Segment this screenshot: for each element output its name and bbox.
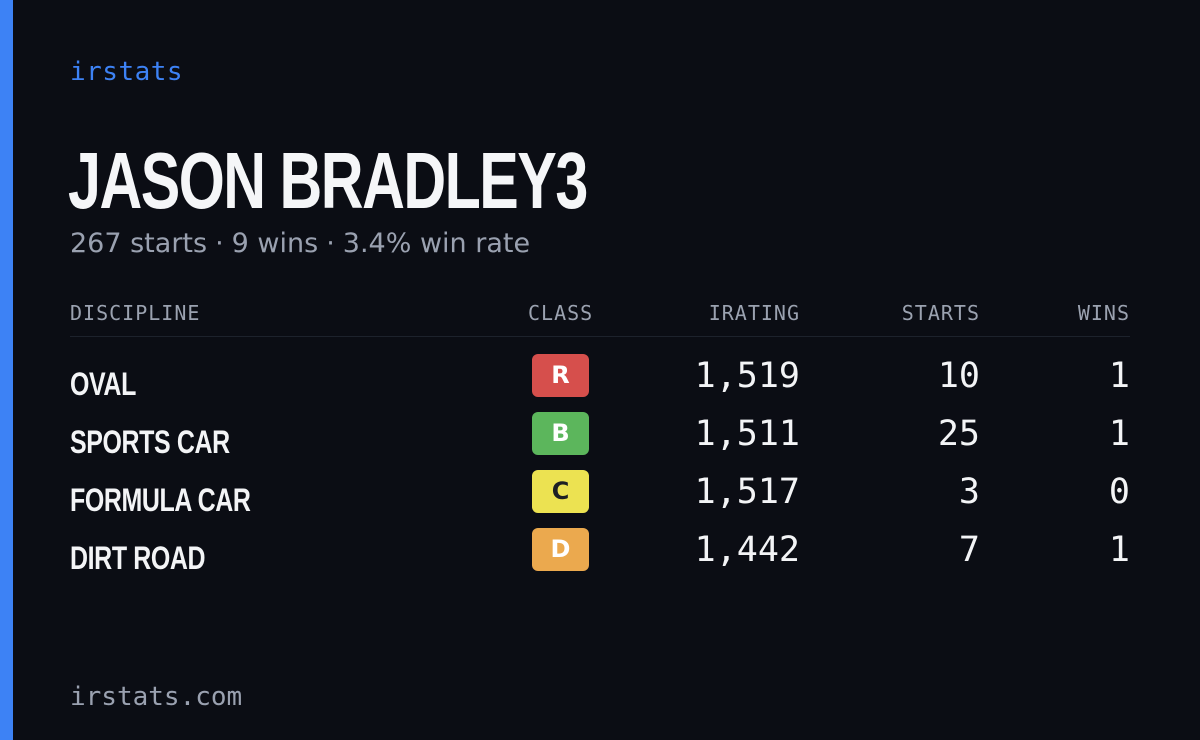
starts-value: 7 [958, 530, 980, 570]
wins-summary: 9 wins [231, 228, 319, 259]
discipline-name: SPORTS CAR [70, 424, 230, 460]
table-row: OVAL R 1,519 10 1 [70, 352, 1130, 410]
accent-bar [0, 0, 13, 740]
discipline-name: FORMULA CAR [70, 482, 251, 518]
header-wins: WINS [1077, 301, 1130, 325]
irating-value: 1,442 [694, 530, 800, 570]
class-badge: C [532, 470, 589, 513]
stats-table-body: OVAL R 1,519 10 1 SPORTS CAR B 1,511 25 … [70, 352, 1130, 584]
table-row: DIRT ROAD D 1,442 7 1 [70, 526, 1130, 584]
player-name: JASON BRADLEY3 [68, 136, 588, 225]
class-badge: B [532, 412, 589, 455]
footer-url[interactable]: irstats.com [70, 682, 243, 712]
header-starts: STARTS [901, 301, 980, 325]
discipline-name: OVAL [70, 366, 136, 402]
starts-summary: 267 starts [70, 228, 208, 259]
table-row: FORMULA CAR C 1,517 3 0 [70, 468, 1130, 526]
header-class: CLASS [528, 301, 594, 325]
wins-value: 1 [1108, 356, 1130, 396]
wins-value: 1 [1108, 530, 1130, 570]
stats-table-header: DISCIPLINE CLASS IRATING STARTS WINS [70, 298, 1130, 337]
starts-value: 3 [958, 472, 980, 512]
irating-value: 1,517 [694, 472, 800, 512]
wins-value: 0 [1108, 472, 1130, 512]
win-rate-summary: 3.4% win rate [342, 228, 531, 259]
irating-value: 1,511 [694, 414, 800, 454]
irating-value: 1,519 [694, 356, 800, 396]
discipline-name: DIRT ROAD [70, 540, 206, 576]
wins-value: 1 [1108, 414, 1130, 454]
class-badge: D [532, 528, 589, 571]
starts-value: 10 [937, 356, 980, 396]
table-row: SPORTS CAR B 1,511 25 1 [70, 410, 1130, 468]
header-irating: IRATING [708, 301, 800, 325]
separator: · [215, 228, 224, 259]
starts-value: 25 [937, 414, 980, 454]
class-badge: R [532, 354, 589, 397]
brand-logo[interactable]: irstats [70, 57, 184, 87]
separator: · [326, 228, 335, 259]
header-discipline: DISCIPLINE [70, 301, 201, 325]
player-summary: 267 starts · 9 wins · 3.4% win rate [70, 226, 530, 262]
